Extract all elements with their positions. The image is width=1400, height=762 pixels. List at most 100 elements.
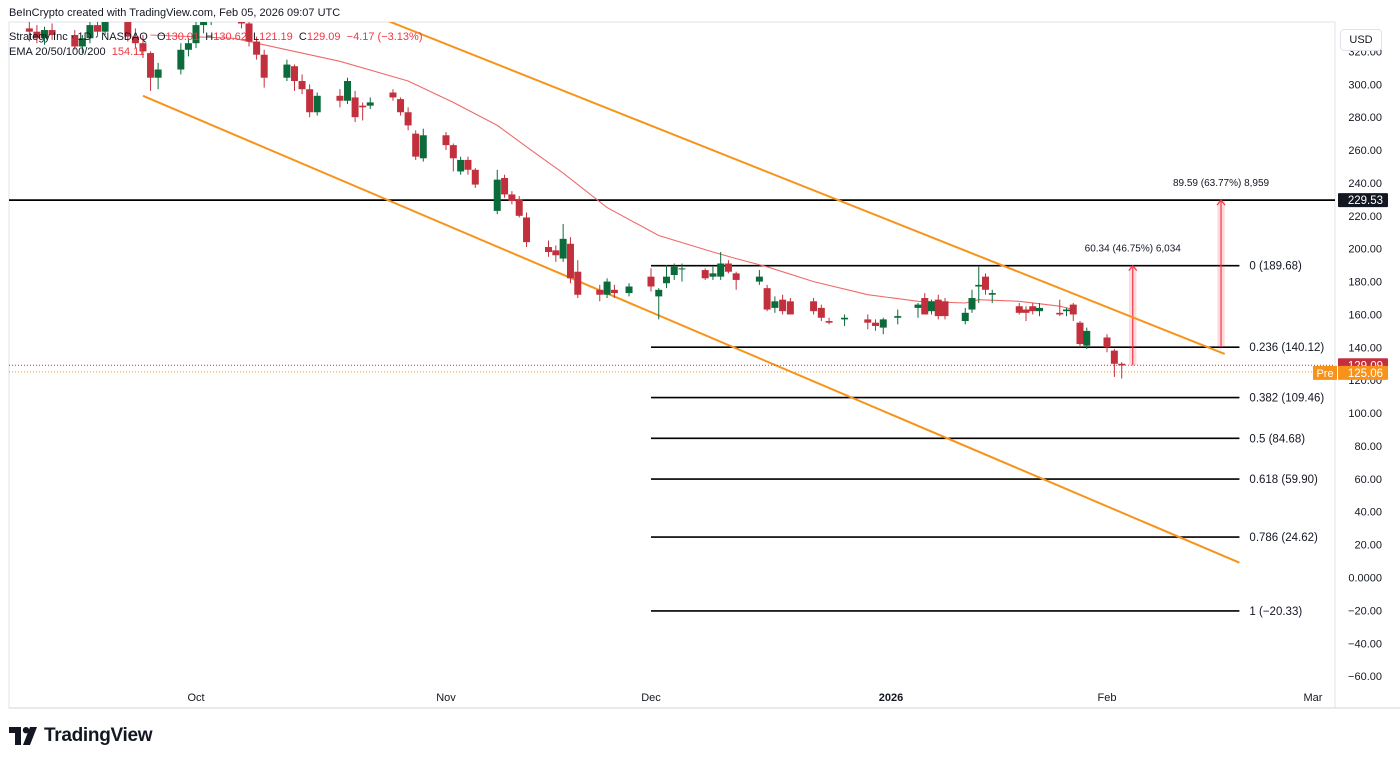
candle-body [101, 22, 109, 32]
candle-body [442, 135, 450, 146]
candle-body [493, 179, 501, 211]
candle-body [344, 81, 352, 101]
x-tick-label: 2026 [879, 692, 903, 704]
channel-line-upper [387, 22, 1226, 355]
candle [457, 156, 465, 175]
low-value: 121.19 [259, 31, 293, 43]
candle-body [914, 304, 922, 308]
candle [359, 102, 367, 121]
candle [260, 49, 268, 88]
high-value: 130.62 [213, 31, 247, 43]
measure-arrow-head [1216, 199, 1226, 206]
resistance-tag-bg [1338, 193, 1388, 208]
candle [662, 265, 670, 289]
candle [366, 97, 374, 109]
candle [290, 64, 298, 91]
x-tick-label: Oct [187, 692, 204, 704]
currency-button[interactable]: USD [1340, 29, 1382, 51]
candle-body [1029, 306, 1037, 312]
x-tick-label: Nov [436, 692, 456, 704]
candle [914, 302, 922, 318]
candle [493, 169, 501, 215]
indicator-row[interactable]: EMA 20/50/100/200 154.11 [9, 45, 423, 60]
resistance-tag-text: 229.53 [1348, 195, 1383, 207]
tradingview-logo[interactable]: TradingView [9, 724, 153, 748]
fib-level-label: 0.5 (84.68) [1249, 433, 1305, 445]
high-label: H [205, 31, 214, 43]
candle [404, 107, 412, 131]
candle-body [1015, 306, 1023, 313]
candle-body [1036, 307, 1043, 312]
candle [872, 319, 880, 331]
x-tick-label: Feb [1098, 692, 1117, 704]
candle-body [124, 22, 132, 37]
candle-body [779, 299, 787, 312]
candle-body [1103, 337, 1111, 348]
candle [825, 317, 833, 325]
candle-body [552, 250, 560, 256]
candle-body [1056, 312, 1064, 315]
candle-body [872, 322, 880, 326]
premarket-badge-bg [1313, 365, 1337, 380]
candle [184, 38, 192, 57]
candle [523, 212, 531, 248]
candle [253, 36, 261, 60]
candle-body [457, 159, 465, 172]
fib-level-label: 0.618 (59.90) [1249, 474, 1318, 486]
candle-body [33, 31, 41, 39]
candle-body [678, 268, 686, 270]
candle-body [71, 34, 79, 47]
candle [230, 0, 237, 17]
candle [200, 22, 208, 34]
candle-body [253, 41, 261, 55]
channel-lines [142, 22, 1240, 564]
channel-line-lower [142, 94, 1240, 564]
candle [442, 131, 450, 151]
candle-body [921, 298, 929, 315]
candle-body [817, 307, 825, 318]
candle-body [1022, 309, 1030, 313]
candle [596, 284, 604, 302]
y-axis[interactable]: 320.00300.00280.00260.00240.00220.00200.… [1348, 46, 1382, 683]
y-tick-label: 20.00 [1354, 540, 1382, 552]
candle-body [230, 0, 237, 10]
candle-body [501, 178, 509, 195]
close-value: 129.09 [306, 31, 341, 43]
symbol-name[interactable]: Strategy Inc · 1D · NASDAQ [9, 31, 148, 43]
candle [610, 284, 618, 299]
candle-body [290, 66, 298, 82]
candle-body [515, 199, 523, 216]
candle-body [709, 273, 717, 277]
legend: Strategy Inc · 1D · NASDAQ O130.01 H130.… [9, 30, 423, 60]
candle [336, 89, 344, 108]
candle-body [40, 30, 48, 39]
candle [763, 284, 771, 312]
candle [559, 224, 567, 262]
measure-label: 60.34 (46.75%) 6,034 [1085, 244, 1182, 255]
candle-body [359, 105, 367, 108]
candle [501, 174, 509, 198]
y-tick-label: 280.00 [1348, 112, 1382, 124]
measure-label: 89.59 (63.77%) 8,959 [1173, 178, 1270, 189]
candle-body [610, 289, 618, 294]
candle-body [574, 271, 582, 295]
candle [1022, 306, 1030, 322]
open-label: O [156, 31, 166, 43]
premarket-badge-text: Pre [1316, 368, 1333, 380]
candle [678, 263, 686, 282]
candle [988, 289, 996, 303]
y-tick-label: 80.00 [1354, 441, 1382, 453]
candle-body [755, 276, 763, 282]
fib-level-label: 0.786 (24.62) [1249, 532, 1318, 544]
candle-body [786, 301, 794, 315]
candle [101, 22, 109, 35]
candle [306, 84, 314, 118]
candle [389, 89, 397, 101]
candle-body [508, 194, 516, 202]
candle-body [724, 263, 732, 272]
candle-body [397, 99, 405, 113]
x-axis[interactable]: Oct Nov Dec 2026 Feb Mar [187, 692, 1322, 704]
candle [124, 22, 132, 42]
y-tick-label: 0.0000 [1348, 573, 1382, 585]
